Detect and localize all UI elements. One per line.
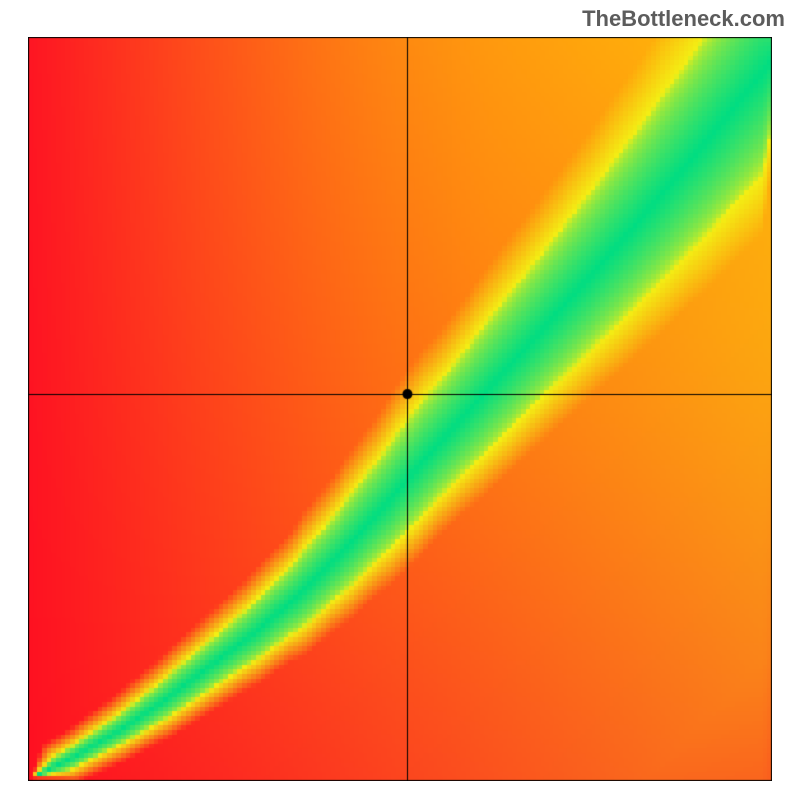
chart-container: TheBottleneck.com [0,0,800,800]
attribution-watermark: TheBottleneck.com [582,6,785,32]
bottleneck-heatmap [28,37,772,781]
